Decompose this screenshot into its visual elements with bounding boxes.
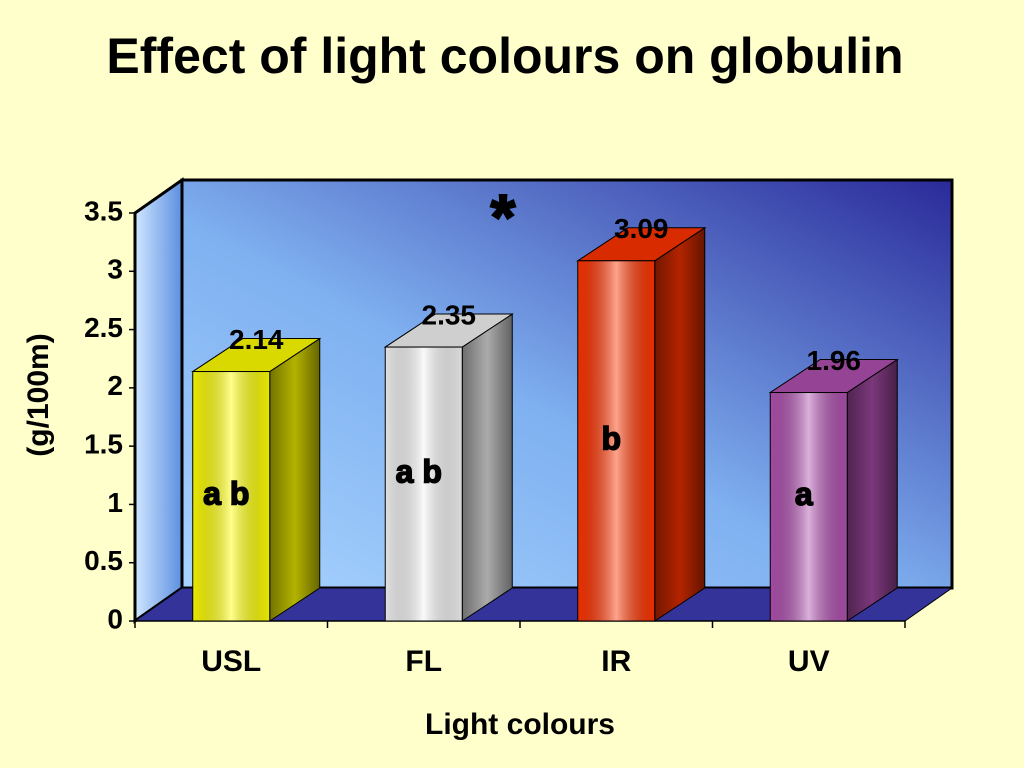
group-letter: a b bbox=[396, 453, 442, 489]
y-tick-label: 2.5 bbox=[84, 312, 123, 343]
data-label: 1.96 bbox=[807, 345, 862, 376]
bar-shine bbox=[577, 260, 656, 622]
bar-shine bbox=[192, 371, 271, 622]
x-tick-label: UV bbox=[788, 645, 830, 678]
y-tick-label: 3 bbox=[107, 254, 123, 285]
y-tick-label: 0 bbox=[107, 603, 123, 634]
y-tick-label: 1.5 bbox=[84, 429, 123, 460]
bar-top bbox=[770, 359, 898, 393]
data-label: 3.09 bbox=[614, 213, 669, 244]
bar-side-shade bbox=[269, 337, 321, 622]
y-axis-label: (g/100m) bbox=[22, 333, 55, 456]
side-wall bbox=[133, 177, 184, 624]
x-tick-label: USL bbox=[201, 645, 261, 678]
x-tick-label: IR bbox=[601, 645, 631, 678]
x-axis-label: Light colours bbox=[425, 708, 615, 741]
y-tick-label: 0.5 bbox=[84, 545, 123, 576]
chart-title: Effect of light colours on globulin bbox=[106, 28, 903, 84]
data-label: 2.14 bbox=[229, 324, 284, 355]
x-tick-label: FL bbox=[405, 645, 442, 678]
data-label: 2.35 bbox=[422, 299, 477, 330]
y-tick-label: 1 bbox=[107, 487, 123, 518]
y-tick-label: 3.5 bbox=[84, 195, 123, 226]
group-letter: b bbox=[601, 420, 621, 456]
bar-side-shade bbox=[461, 313, 513, 622]
annotation: * bbox=[491, 181, 516, 253]
bar-side-shade bbox=[654, 226, 706, 622]
bar-top bbox=[192, 338, 320, 372]
bar-shine bbox=[384, 346, 463, 622]
bar-shine bbox=[769, 392, 848, 622]
bar-top bbox=[577, 227, 705, 261]
bar-side-shade bbox=[846, 358, 898, 622]
bar-top bbox=[385, 314, 513, 348]
group-letter: a bbox=[795, 476, 813, 512]
y-tick-label: 2 bbox=[107, 370, 123, 401]
group-letter: a b bbox=[203, 476, 249, 512]
